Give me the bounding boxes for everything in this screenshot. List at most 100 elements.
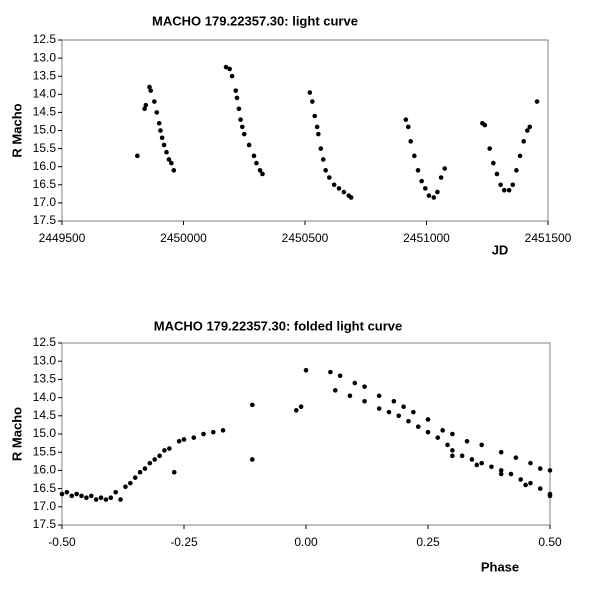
data-point — [336, 186, 342, 191]
y-tick-label: 17.5 — [33, 517, 57, 531]
data-point — [152, 99, 157, 104]
data-point — [158, 128, 163, 133]
data-point — [435, 189, 440, 195]
y-tick-label: 15.0 — [33, 426, 57, 440]
data-point — [210, 429, 216, 435]
data-point — [498, 449, 504, 455]
data-point — [450, 431, 455, 437]
y-tick-label: 15.0 — [33, 123, 57, 137]
y-tick-label: 15.5 — [33, 141, 57, 155]
data-point — [445, 442, 450, 448]
data-point — [157, 453, 162, 459]
data-point — [489, 464, 494, 470]
data-point — [386, 409, 392, 415]
data-point — [93, 497, 99, 502]
data-point — [491, 160, 496, 166]
data-point — [191, 435, 197, 440]
data-point — [171, 168, 177, 173]
data-point — [223, 64, 229, 70]
data-point — [159, 135, 165, 141]
data-point — [161, 142, 167, 148]
y-tick-label: 13.0 — [33, 50, 57, 64]
y-tick-label: 17.5 — [33, 213, 57, 227]
data-point — [419, 178, 424, 184]
data-point — [74, 491, 79, 497]
data-point — [135, 153, 140, 159]
data-point — [498, 468, 504, 473]
data-point — [98, 495, 104, 501]
data-point — [479, 460, 484, 466]
y-tick-label: 17.0 — [33, 499, 57, 513]
data-point — [391, 398, 397, 404]
data-point — [332, 388, 338, 393]
data-point — [537, 486, 543, 491]
data-point — [246, 142, 252, 148]
data-point — [320, 157, 326, 162]
data-point — [128, 480, 133, 486]
data-point — [154, 110, 160, 115]
data-point — [494, 171, 500, 177]
data-point — [347, 393, 353, 399]
data-point — [501, 187, 507, 193]
data-point — [171, 469, 177, 475]
x-tick-label: 2450000 — [160, 231, 207, 245]
data-point — [293, 408, 299, 413]
data-point — [316, 131, 321, 137]
data-point — [464, 438, 470, 444]
data-point — [534, 99, 540, 104]
data-point — [166, 157, 172, 162]
data-point — [510, 182, 516, 188]
data-point — [376, 393, 382, 399]
y-tick-label: 16.0 — [33, 159, 57, 173]
y-tick-label: 14.5 — [33, 408, 57, 422]
data-point — [64, 489, 70, 495]
data-point — [341, 189, 347, 195]
data-point — [181, 437, 187, 442]
x-axis-label: JD — [492, 242, 509, 257]
data-point — [303, 368, 309, 373]
data-point — [517, 153, 523, 159]
data-point — [84, 495, 89, 501]
data-point — [487, 146, 492, 151]
data-point — [142, 466, 148, 471]
data-point — [323, 168, 328, 173]
data-point — [337, 373, 343, 379]
data-point — [250, 457, 255, 462]
data-point — [528, 460, 533, 466]
data-point — [426, 193, 432, 198]
data-point — [401, 404, 406, 410]
y-tick-label: 13.0 — [33, 353, 57, 367]
data-point — [352, 380, 358, 386]
data-point — [236, 106, 242, 112]
data-point — [425, 417, 431, 422]
data-point — [479, 442, 484, 448]
data-point — [498, 182, 503, 188]
data-point — [440, 428, 445, 433]
data-point — [405, 124, 411, 130]
data-point — [142, 106, 147, 112]
data-point — [167, 446, 172, 451]
y-tick-label: 15.5 — [33, 444, 57, 458]
data-point — [408, 139, 414, 144]
data-point — [240, 124, 245, 130]
plot-frame — [61, 39, 549, 222]
data-point — [521, 139, 526, 144]
data-point — [229, 73, 235, 79]
y-tick-label: 12.5 — [33, 335, 57, 349]
data-point — [298, 404, 304, 410]
data-point — [438, 175, 444, 180]
data-point — [406, 418, 411, 424]
data-point — [513, 455, 519, 460]
data-point — [396, 413, 402, 419]
data-point — [327, 175, 332, 180]
data-point — [148, 88, 153, 93]
data-point — [59, 491, 65, 497]
data-point — [474, 462, 480, 468]
data-point — [147, 84, 152, 90]
data-point — [118, 497, 123, 502]
data-point — [176, 438, 182, 444]
data-point — [123, 484, 128, 490]
data-point — [251, 153, 257, 159]
data-point — [250, 402, 255, 408]
